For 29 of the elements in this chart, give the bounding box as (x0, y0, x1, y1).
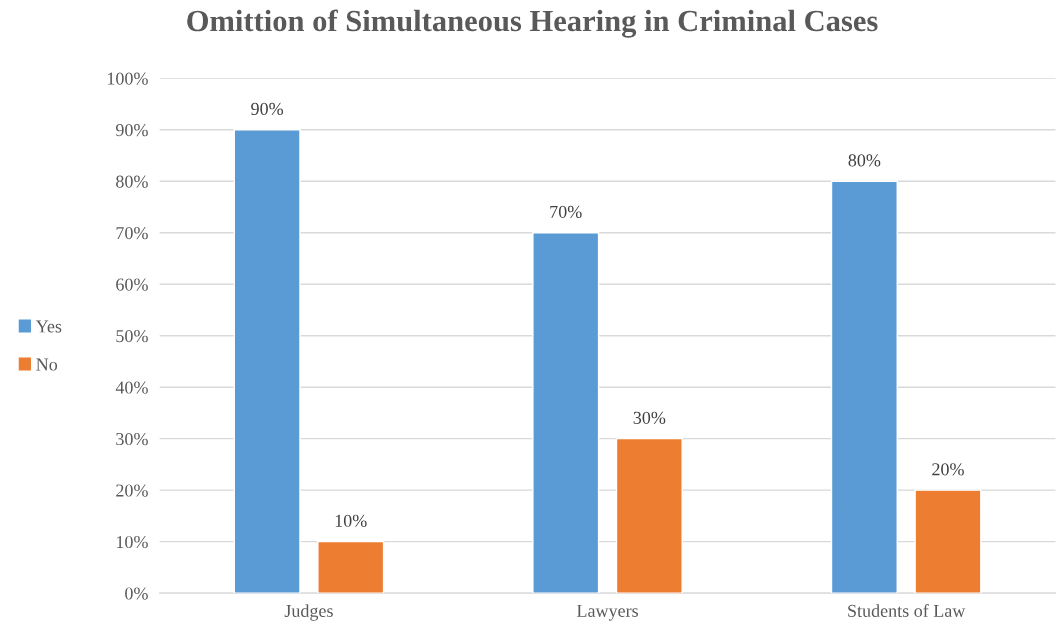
data-label: 30% (633, 411, 666, 424)
y-tick-label: 0% (125, 587, 148, 600)
x-tick-label: Students of Law (848, 604, 966, 617)
y-tick-label: 80% (116, 175, 148, 188)
data-label: 10% (335, 514, 367, 527)
data-label: 80% (848, 154, 881, 167)
y-tick-label: 40% (115, 381, 148, 394)
bar (615, 437, 683, 594)
y-tick-label: 70% (116, 226, 148, 240)
bar (532, 232, 600, 594)
x-tick-label: Judges (284, 604, 333, 621)
legend-label: No (36, 358, 58, 371)
data-label: 70% (550, 205, 582, 218)
y-tick-label: 10% (116, 535, 148, 549)
chart-title: Omittion of Simultaneous Hearing in Criminal Cases (187, 9, 878, 38)
y-tick-label: 50% (116, 329, 148, 343)
data-label: 90% (251, 102, 284, 116)
bar (317, 540, 385, 594)
bar (830, 180, 898, 594)
data-label: 20% (932, 463, 964, 476)
y-tick-label: 60% (116, 278, 148, 291)
y-tick-label: 20% (116, 484, 148, 497)
bar (914, 489, 982, 594)
y-tick-label: 30% (116, 432, 148, 446)
bar (233, 129, 301, 594)
y-tick-label: 90% (115, 123, 148, 137)
legend-label: Yes (35, 320, 62, 333)
y-tick-label: 100% (107, 72, 148, 85)
x-tick-label: Lawyers (576, 604, 638, 621)
